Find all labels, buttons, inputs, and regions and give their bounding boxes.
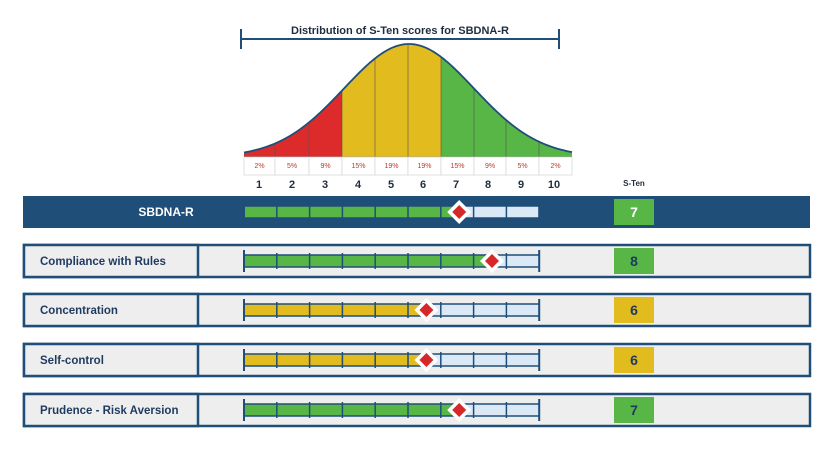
gauge-fill	[244, 255, 492, 267]
main-score-row: SBDNA-R 7	[23, 196, 810, 228]
sten-tick-label: 10	[548, 179, 560, 191]
percent-label: 19%	[384, 163, 398, 170]
curve-band	[506, 44, 539, 157]
percent-label: 9%	[485, 163, 495, 170]
percent-label: 9%	[320, 163, 330, 170]
score-marker	[485, 254, 499, 268]
score-row: Concentration 6	[22, 292, 812, 328]
sten-tick-label: 5	[388, 179, 394, 191]
percent-cell	[538, 156, 573, 176]
score-value: 7	[630, 402, 638, 418]
sten-tick-label: 9	[518, 179, 524, 191]
score-marker	[452, 205, 467, 219]
gauge-fill	[244, 206, 460, 218]
score-value: 8	[630, 253, 638, 269]
curve-band	[309, 44, 342, 157]
percent-label: 2%	[550, 163, 560, 170]
percent-label: 2%	[254, 163, 264, 170]
percent-label: 19%	[417, 163, 431, 170]
score-marker	[419, 303, 434, 317]
percent-label: 5%	[287, 163, 297, 170]
row-label-cell	[22, 292, 200, 328]
curve-band	[342, 44, 375, 157]
score-box	[614, 347, 654, 373]
curve-outline	[243, 43, 573, 154]
score-value: 7	[630, 204, 638, 220]
distribution-curve	[243, 43, 573, 158]
sten-tick-label: 8	[485, 179, 491, 191]
curve-band	[408, 44, 441, 157]
score-marker	[452, 403, 467, 417]
curve-band	[375, 44, 408, 157]
sten-header: S-Ten	[623, 179, 645, 188]
curve-band	[539, 44, 572, 157]
sten-tick-label: 6	[420, 179, 426, 191]
sten-tick-label: 4	[355, 179, 362, 191]
sten-tick-label: 1	[256, 179, 262, 191]
score-box	[614, 248, 654, 274]
percent-labels: 2% 5% 9% 15% 19% 19% 15% 9% 5% 2%	[243, 156, 573, 176]
curve-band	[441, 44, 474, 157]
gauge-fill	[244, 304, 427, 316]
gauge-fill	[244, 354, 427, 366]
score-marker	[419, 353, 434, 367]
percent-label: 5%	[517, 163, 527, 170]
score-row: Prudence - Risk Aversion 7	[22, 392, 812, 428]
row-label: Prudence - Risk Aversion	[40, 405, 178, 417]
score-rows: SBDNA-R 7 Compliance with Rules 8 Concentrat…	[22, 196, 812, 428]
score-box	[614, 297, 654, 323]
chart-title: Distribution of S-Ten scores for SBDNA-R	[291, 25, 509, 37]
curve-band	[275, 44, 309, 157]
row-label: Self-control	[40, 355, 104, 367]
score-value: 6	[630, 352, 638, 368]
row-label: Compliance with Rules	[40, 256, 166, 268]
score-box	[614, 199, 654, 225]
row-label-cell	[22, 243, 200, 279]
sten-axis: 1 2 3 4 5 6 7 8 9 10	[256, 179, 560, 191]
curve-bands	[244, 44, 572, 157]
score-row: Compliance with Rules 8	[22, 243, 812, 279]
row-label-cell	[22, 392, 200, 428]
curve-band	[244, 44, 275, 157]
score-row: Self-control 6	[22, 342, 812, 378]
percent-label: 15%	[450, 163, 464, 170]
gauge-fill	[244, 404, 460, 416]
sten-tick-label: 2	[289, 179, 295, 191]
percent-label: 15%	[351, 163, 365, 170]
row-label: Concentration	[40, 305, 118, 317]
row-label: SBDNA-R	[138, 205, 194, 219]
sten-tick-label: 3	[322, 179, 328, 191]
sten-tick-label: 7	[453, 179, 459, 191]
score-box	[614, 397, 654, 423]
score-value: 6	[630, 302, 638, 318]
row-label-cell	[22, 342, 200, 378]
